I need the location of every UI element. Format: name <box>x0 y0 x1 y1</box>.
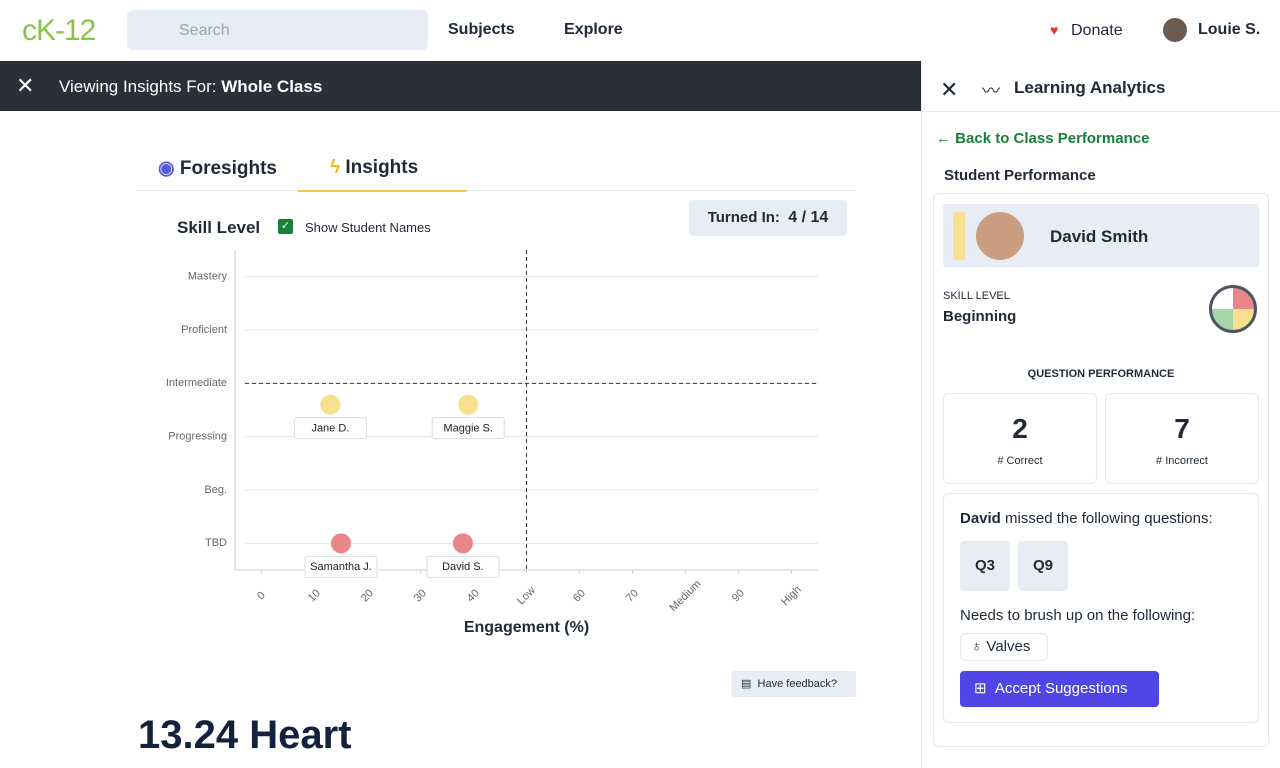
back-label: Back to Class Performance <box>955 130 1150 147</box>
search-placeholder: Search <box>179 22 230 39</box>
missed-desc: missed the following questions: <box>1005 510 1213 527</box>
topic-chip[interactable]: ♁ Valves <box>960 633 1048 661</box>
correct-count: 2 <box>1012 413 1028 444</box>
panel-title: Learning Analytics <box>1014 78 1166 97</box>
y-tick-label: Proficient <box>181 324 227 336</box>
brush-text: Needs to brush up on the following: <box>960 607 1196 624</box>
tab[interactable]: ◉ Foresights <box>158 158 277 179</box>
correct-label: # Correct <box>997 455 1043 467</box>
divider <box>922 111 1280 112</box>
qp-title: QUESTION PERFORMANCE <box>1027 368 1175 380</box>
banner-target: Whole Class <box>221 77 323 96</box>
nav-item[interactable]: Explore <box>564 21 623 38</box>
tab-divider <box>137 190 856 191</box>
skill-value: Beginning <box>943 308 1017 325</box>
y-tick-label: Intermediate <box>166 377 227 389</box>
y-tick-label: Progressing <box>168 431 227 443</box>
student-card: David Smith SKILL LEVEL Beginning QUESTI… <box>933 193 1269 747</box>
x-tick-label: 0 <box>255 590 268 603</box>
chart: TBD Beg. Progressing Intermediate Proficient… <box>166 250 818 636</box>
close-icon[interactable]: ✕ <box>940 77 959 102</box>
point-label-box <box>431 417 505 440</box>
question-chip[interactable]: Q9 <box>1018 541 1068 591</box>
point-label-box <box>293 417 367 440</box>
skill-label: SKILL LEVEL <box>943 290 1010 302</box>
point <box>452 533 473 554</box>
turned-in-value: 4 / 14 <box>788 209 829 226</box>
point-label: Jane D. <box>311 423 349 435</box>
x-tick-label: 10 <box>306 587 323 604</box>
incorrect-label: # Incorrect <box>1156 455 1208 467</box>
y-tick-label: TBD <box>205 537 227 549</box>
topic-label: Valves <box>986 638 1031 655</box>
feedback-label: Have feedback? <box>757 678 838 690</box>
level-bar <box>953 212 965 260</box>
heart-icon: ♥ <box>1050 22 1059 38</box>
accept-button[interactable]: ⊞ Accept Suggestions <box>960 671 1159 707</box>
section-label: Student Performance <box>944 167 1096 184</box>
y-tick-label: Beg. <box>204 484 227 496</box>
point-label: Samantha J. <box>310 561 372 573</box>
avatar <box>1163 18 1187 42</box>
y-tick-label: Mastery <box>188 271 228 283</box>
donate[interactable]: Donate <box>1071 22 1123 39</box>
x-tick-label: Low <box>515 585 538 608</box>
point-label-box <box>304 555 378 578</box>
point <box>320 394 341 415</box>
x-tick-label: 70 <box>624 587 641 604</box>
point-label-box <box>426 555 500 578</box>
banner-text: Viewing Insights For: Whole Class <box>59 77 322 97</box>
chart-title: Skill Level <box>177 218 261 237</box>
x-tick-label: 30 <box>412 587 429 604</box>
incorrect-count: 7 <box>1174 413 1190 444</box>
x-axis-label: Engagement (%) <box>464 619 589 636</box>
nav-item[interactable]: Subjects <box>448 21 515 38</box>
missed-name: David <box>960 510 1001 527</box>
incorrect-box: 7 # Incorrect <box>1105 393 1259 484</box>
banner: ✕ Viewing Insights For: Whole Class <box>0 61 921 111</box>
section-title: 13.24 Heart <box>138 713 352 757</box>
button-label: Accept Suggestions <box>994 680 1128 697</box>
point-label: Maggie S. <box>443 423 493 435</box>
top-bar: cK-12 Search Subjects Explore ♥ Donate L… <box>0 0 1280 62</box>
correct-box: 2 # Correct <box>943 393 1097 484</box>
question-chip[interactable]: Q3 <box>960 541 1010 591</box>
checkbox[interactable]: ✓ <box>278 219 293 234</box>
tab-active[interactable]: ϟ Insights <box>298 155 467 192</box>
x-tick-label: 90 <box>730 587 747 604</box>
skill-gauge <box>1209 285 1257 333</box>
student-avatar <box>976 212 1024 260</box>
turned-in-label: Turned In: <box>707 209 780 226</box>
missed-text: David missed the following questions: <box>960 510 1213 527</box>
banner-prefix: Viewing Insights For: <box>59 77 217 96</box>
tab-label: Foresights <box>179 158 277 179</box>
x-tick-label: 40 <box>465 587 482 604</box>
x-tick-label: 60 <box>571 587 588 604</box>
point <box>458 394 479 415</box>
missed-box: David missed the following questions: Q3… <box>943 493 1259 723</box>
close-icon[interactable]: ✕ <box>16 73 35 98</box>
x-tick-label: High <box>779 584 803 608</box>
feedback-button[interactable]: ▤ Have feedback? <box>731 671 856 697</box>
checkbox-label: Show Student Names <box>305 220 431 235</box>
analytics-icon: 〰 <box>982 81 1000 101</box>
x-tick-label: Medium <box>667 578 703 614</box>
tab-label: Insights <box>345 157 419 178</box>
back-link[interactable]: ← Back to Class Performance <box>936 130 1150 147</box>
user-name[interactable]: Louie S. <box>1198 21 1261 38</box>
search-box[interactable]: Search <box>127 10 428 50</box>
turned-in: Turned In: 4 / 14 <box>689 200 847 236</box>
side-panel: ✕ 〰 Learning Analytics ← Back to Class P… <box>921 61 1280 768</box>
point <box>331 533 351 554</box>
point-label: David S. <box>442 561 484 573</box>
student-header: David Smith <box>943 204 1259 267</box>
x-tick-label: 20 <box>359 587 376 604</box>
logo[interactable]: cK-12 <box>22 14 96 47</box>
student-name: David Smith <box>1050 227 1149 246</box>
